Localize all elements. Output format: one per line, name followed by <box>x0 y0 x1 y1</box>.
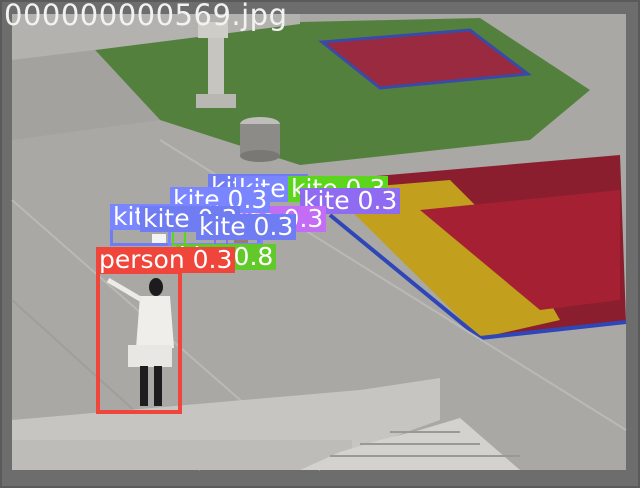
kite-label: kite 0.3 <box>196 214 297 240</box>
filename-label: 000000000569.jpg <box>4 0 288 32</box>
person-label: person 0.3 <box>96 247 236 273</box>
person-detection-box[interactable] <box>96 270 182 414</box>
